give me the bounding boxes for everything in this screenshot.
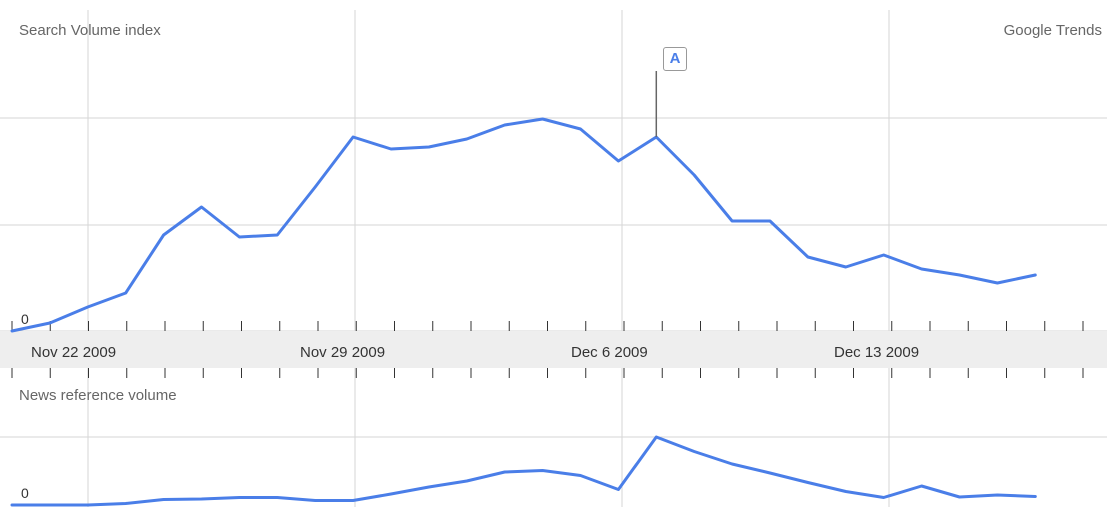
news-y-zero-label: 0 [21, 485, 29, 501]
news-volume-series [12, 437, 1035, 505]
date-axis-band [0, 331, 1107, 368]
google-trends-label: Google Trends [1004, 22, 1102, 39]
x-tick-label: Dec 6 2009 [571, 344, 648, 361]
event-marker-a[interactable]: A [663, 47, 687, 71]
news-volume-title: News reference volume [19, 387, 177, 404]
x-tick-label: Nov 29 2009 [300, 344, 385, 361]
search-y-zero-label: 0 [21, 311, 29, 327]
grid [0, 10, 1107, 507]
x-tick-label: Dec 13 2009 [834, 344, 919, 361]
series-line [12, 437, 1035, 505]
x-tick-label: Nov 22 2009 [31, 344, 116, 361]
search-volume-title: Search Volume index [19, 22, 161, 39]
